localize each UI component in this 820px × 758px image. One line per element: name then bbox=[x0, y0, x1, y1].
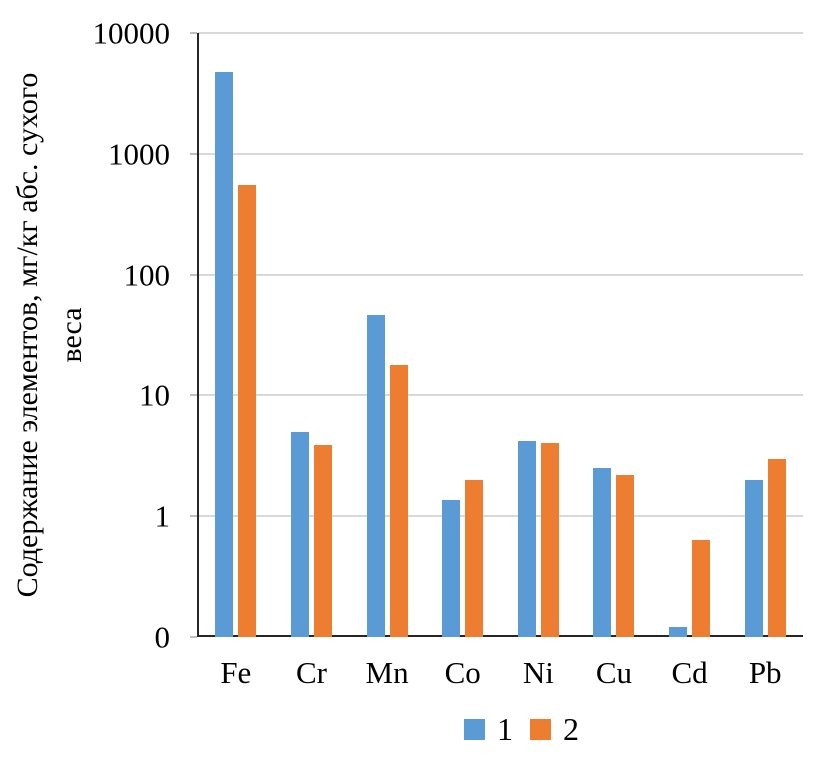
bar-series1-Cu bbox=[593, 468, 612, 637]
y-tick-label-1000: 1000 bbox=[108, 136, 170, 172]
bar-series2-Co bbox=[465, 479, 484, 637]
bar-series1-Pb bbox=[744, 479, 763, 637]
gridline-10000 bbox=[198, 32, 803, 34]
bar-series2-Mn bbox=[389, 364, 408, 637]
y-axis-tick-10000 bbox=[190, 32, 197, 34]
gridline-100 bbox=[198, 273, 803, 276]
x-axis-label-Cu: Cu bbox=[595, 655, 633, 690]
legend-label-1: 1 bbox=[497, 711, 513, 747]
y-tick-label-0: 0 bbox=[154, 619, 171, 655]
x-axis-label-Cd: Cd bbox=[671, 655, 708, 690]
y-axis-title-line1: Содержание элементов, мг/кг абс. сухого bbox=[11, 72, 44, 598]
gridline-10 bbox=[198, 394, 803, 397]
bar-series2-Ni bbox=[540, 443, 559, 637]
y-axis-tick-100 bbox=[190, 273, 197, 276]
y-tick-label-10000: 10000 bbox=[92, 15, 171, 51]
legend-swatch-1 bbox=[464, 718, 485, 740]
bar-series2-Fe bbox=[238, 185, 257, 637]
x-axis-label-Co: Co bbox=[444, 655, 481, 690]
legend-label-2: 2 bbox=[563, 711, 579, 747]
bar-series2-Pb bbox=[767, 458, 786, 637]
legend-item-2: 2 bbox=[530, 713, 596, 745]
y-tick-label-1: 1 bbox=[154, 498, 171, 534]
bar-series2-Cu bbox=[616, 474, 635, 637]
bar-series1-Cr bbox=[290, 431, 309, 637]
bar-series2-Cd bbox=[692, 540, 711, 637]
bar-series1-Fe bbox=[215, 71, 234, 637]
y-axis-line bbox=[197, 33, 199, 637]
gridline-1 bbox=[198, 515, 803, 518]
legend-item-1: 1 bbox=[464, 713, 530, 745]
bar-series1-Co bbox=[442, 500, 461, 637]
legend-swatch-2 bbox=[530, 718, 551, 740]
gridline-1000 bbox=[198, 152, 803, 155]
y-tick-label-10: 10 bbox=[139, 377, 170, 413]
bar-series1-Cd bbox=[669, 627, 688, 637]
plot-area bbox=[190, 32, 803, 638]
y-axis-title: Содержание элементов, мг/кг абс. сухого … bbox=[6, 15, 94, 655]
y-axis-tick-0 bbox=[190, 636, 197, 638]
x-axis-label-Pb: Pb bbox=[748, 655, 782, 690]
y-tick-label-100: 100 bbox=[123, 257, 171, 293]
y-axis-tick-1 bbox=[190, 515, 197, 518]
bar-series1-Ni bbox=[517, 440, 536, 637]
y-axis-title-line2: веса bbox=[55, 307, 88, 363]
y-axis-tick-10 bbox=[190, 394, 197, 397]
bar-series1-Mn bbox=[366, 315, 385, 637]
y-axis-tick-1000 bbox=[190, 152, 197, 155]
x-axis-label-Mn: Mn bbox=[365, 655, 409, 690]
bar-series2-Cr bbox=[313, 444, 332, 637]
x-axis-line bbox=[197, 635, 803, 637]
x-axis-label-Ni: Ni bbox=[522, 655, 554, 690]
x-axis-label-Cr: Cr bbox=[295, 655, 327, 690]
x-axis-label-Fe: Fe bbox=[220, 655, 252, 690]
